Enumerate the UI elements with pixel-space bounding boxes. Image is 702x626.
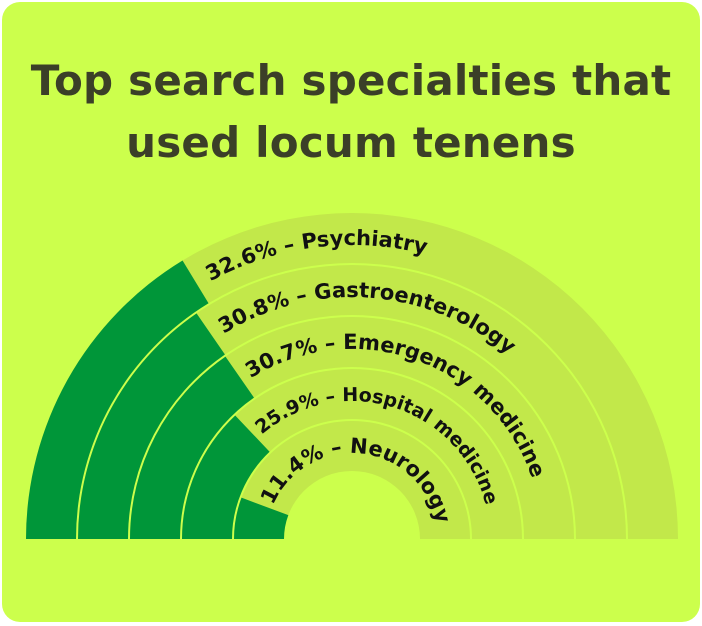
bar-psychiatry <box>26 260 209 539</box>
title-line-2: used locum tenens <box>126 118 576 167</box>
bar-track-1 <box>78 265 626 539</box>
bar-emergency-medicine <box>130 356 254 539</box>
bar-neurology <box>234 497 289 539</box>
chart-title: Top search specialties that used locum t… <box>0 50 702 174</box>
title-line-1: Top search specialties that <box>30 56 672 105</box>
bar-track-3 <box>182 369 522 539</box>
bar-gastroenterology <box>78 313 225 539</box>
bar-track-4 <box>234 421 470 539</box>
bar-track-2 <box>130 317 574 539</box>
bar-hospital-medicine <box>182 415 270 539</box>
